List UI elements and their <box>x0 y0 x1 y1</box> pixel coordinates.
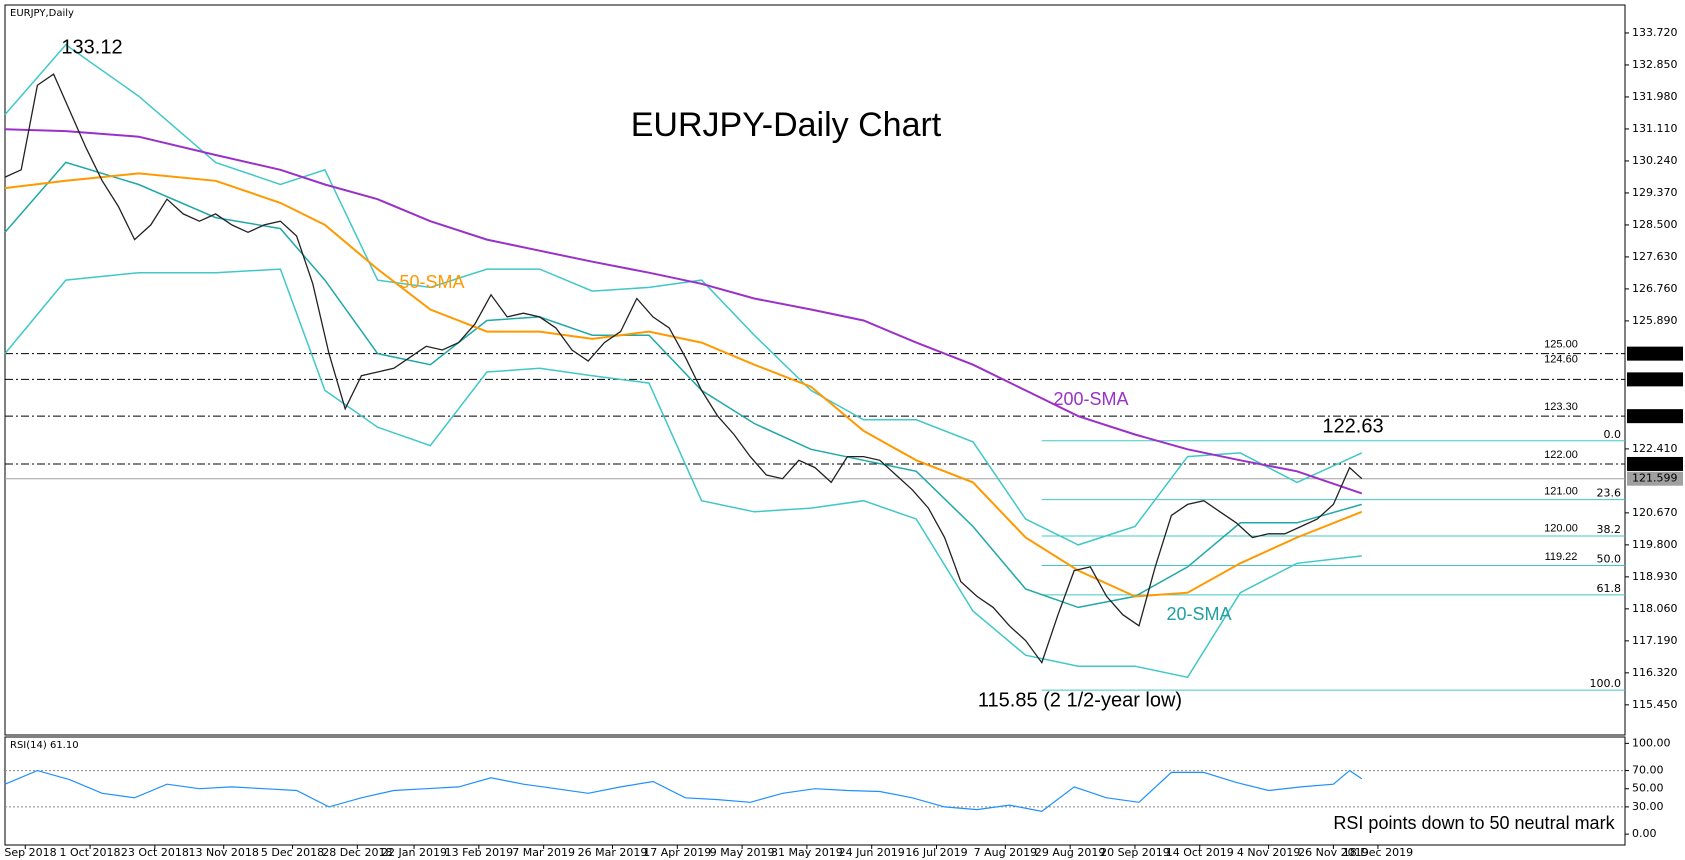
y-tick-label: 126.760 <box>1632 282 1678 295</box>
y-tick-label: 122.410 <box>1632 442 1678 455</box>
x-tick-label: 7 Sep 2018 <box>0 846 57 859</box>
plot-area: 133.720 132.850 131.980 131.110 130.240 129.3… <box>0 26 1683 859</box>
y-tick-label: 120.670 <box>1632 506 1678 519</box>
level-label: 124.60 <box>1544 353 1578 365</box>
fib-label: 0.0 <box>1604 428 1622 441</box>
price-tag <box>1627 409 1683 424</box>
x-tick-label: 22 Jan 2019 <box>381 846 447 859</box>
y-tick-label: 116.320 <box>1632 666 1678 679</box>
price-tag <box>1627 346 1683 361</box>
x-tick-label: 5 Dec 2018 <box>261 846 324 859</box>
rsi-label: RSI(14) 61.10 <box>10 740 79 751</box>
x-tick-label: 31 May 2019 <box>771 846 843 859</box>
y-tick-label: 50.00 <box>1632 782 1664 795</box>
series-line <box>4 73 1363 664</box>
y-tick-label: 30.00 <box>1632 800 1664 813</box>
price-tag <box>1627 372 1683 387</box>
series-line <box>4 43 1363 546</box>
x-tick-label: 13 Nov 2018 <box>188 846 258 859</box>
series-line <box>4 172 1363 598</box>
x-tick-label: 9 May 2019 <box>710 846 775 859</box>
fib-label: 61.8 <box>1597 582 1622 595</box>
annotation: 122.63 <box>1322 415 1383 437</box>
x-tick-label: 13 Feb 2019 <box>445 846 513 859</box>
x-tick-label: 1 Oct 2018 <box>60 846 121 859</box>
x-tick-label: 18 Dec 2019 <box>1343 846 1413 859</box>
series-line <box>4 769 1363 813</box>
rsi-panel <box>4 736 1626 846</box>
y-tick-label: 129.370 <box>1632 186 1678 199</box>
price-tag-label: 124.300 <box>1632 372 1678 385</box>
x-tick-label: 7 Mar 2019 <box>512 846 575 859</box>
x-tick-label: 7 Aug 2019 <box>974 846 1037 859</box>
x-tick-label: 20 Sep 2019 <box>1100 846 1170 859</box>
annotation: 115.85 (2 1/2-year low) <box>978 689 1182 711</box>
y-tick-label: 100.00 <box>1632 736 1671 749</box>
level-label: 122.00 <box>1544 449 1578 461</box>
x-tick-label: 26 Mar 2019 <box>578 846 648 859</box>
x-tick-label: 17 Apr 2019 <box>643 846 711 859</box>
y-tick-label: 117.190 <box>1632 634 1678 647</box>
fib-label: 100.0 <box>1590 677 1622 690</box>
level-label: 120.00 <box>1544 522 1578 534</box>
x-tick-label: 28 Dec 2018 <box>322 846 392 859</box>
rsi-note: RSI points down to 50 neutral mark <box>1333 813 1615 833</box>
annotation: 133.12 <box>61 36 122 58</box>
x-tick-label: 26 Nov 2019 <box>1298 846 1368 859</box>
chart-title: EURJPY-Daily Chart <box>631 106 942 144</box>
y-tick-label: 0.00 <box>1632 827 1657 840</box>
x-tick-label: 14 Oct 2019 <box>1166 846 1234 859</box>
level-label: 121.00 <box>1544 486 1578 498</box>
fib-label: 23.6 <box>1597 487 1622 500</box>
annotation: 20-SMA <box>1166 604 1231 624</box>
x-tick-label: 29 Aug 2019 <box>1035 846 1105 859</box>
price-tag-label: 122.000 <box>1632 457 1678 470</box>
x-tick-label: 4 Nov 2019 <box>1237 846 1300 859</box>
series-line <box>4 128 1363 495</box>
y-tick-label: 115.450 <box>1632 698 1678 711</box>
y-tick-label: 125.890 <box>1632 314 1678 327</box>
price-panel <box>4 4 1626 736</box>
y-tick-label: 70.00 <box>1632 764 1664 777</box>
y-tick-label: 130.240 <box>1632 154 1678 167</box>
y-tick-label: 127.630 <box>1632 250 1678 263</box>
y-tick-label: 119.800 <box>1632 538 1678 551</box>
annotation: 50-SMA <box>399 272 464 292</box>
y-tick-label: 132.850 <box>1632 58 1678 71</box>
fib-label: 50.0 <box>1597 552 1622 565</box>
level-label: 123.30 <box>1544 401 1578 413</box>
x-tick-label: 23 Oct 2018 <box>121 846 189 859</box>
annotation: 200-SMA <box>1053 389 1128 409</box>
x-tick-label: 16 Jul 2019 <box>905 846 967 859</box>
y-tick-label: 118.060 <box>1632 602 1678 615</box>
y-tick-label: 131.110 <box>1632 122 1678 135</box>
price-tag-label: 125.000 <box>1632 347 1678 360</box>
symbol-label: EURJPY,Daily <box>10 8 74 19</box>
y-tick-label: 131.980 <box>1632 90 1678 103</box>
price-tag <box>1627 471 1683 486</box>
y-tick-label: 118.930 <box>1632 570 1678 583</box>
series-line <box>4 268 1362 679</box>
x-tick-label: 24 Jun 2019 <box>839 846 905 859</box>
price-tag-label: 121.599 <box>1632 472 1678 485</box>
fib-label: 38.2 <box>1597 523 1622 536</box>
price-tag-label: 123.300 <box>1632 409 1678 422</box>
price-tag <box>1627 456 1683 471</box>
level-label: 125.00 <box>1544 339 1578 351</box>
level-label: 119.22 <box>1545 551 1578 563</box>
y-tick-label: 128.500 <box>1632 218 1678 231</box>
y-tick-label: 133.720 <box>1632 26 1678 39</box>
